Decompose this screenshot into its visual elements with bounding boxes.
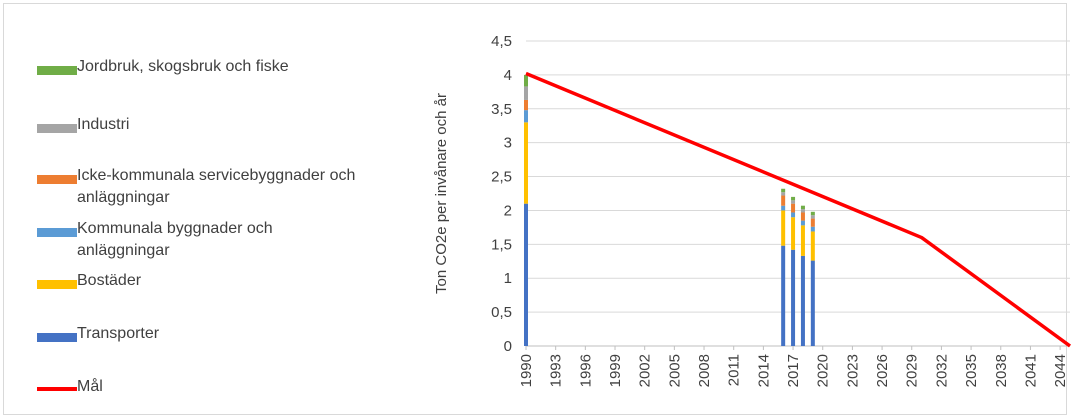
bar-segment [800, 220, 805, 226]
target-line-group [525, 71, 1072, 348]
x-tick-label: 2005 [666, 354, 683, 387]
bar-segment [524, 99, 528, 111]
y-tick-label: 1,5 [491, 236, 512, 253]
x-tick-label: 2038 [993, 354, 1010, 387]
x-tick-label: 2029 [904, 354, 921, 387]
legend-swatch-transporter [37, 333, 77, 342]
x-tick-label: 2014 [755, 354, 772, 387]
bar-segment [810, 231, 815, 261]
x-tick-label: 2002 [637, 354, 654, 387]
bar-segment [791, 200, 796, 204]
legend-swatch-kommunala [37, 228, 77, 237]
bar-segment [810, 215, 815, 219]
bar-segment [524, 74, 528, 87]
x-tick-label: 2017 [785, 354, 802, 387]
bar-segment [800, 212, 805, 221]
bar-segment [810, 260, 815, 346]
bar-segment [810, 211, 815, 216]
legend-label-jordbruk: Jordbruk, skogsbruk och fiske [77, 58, 289, 75]
x-tick-label: 2035 [963, 354, 980, 387]
x-tick-label: 2026 [874, 354, 891, 387]
legend-label-mal: Mål [77, 378, 103, 395]
bar-segment [524, 122, 528, 204]
bar-segment [781, 210, 786, 246]
bar-segment [524, 203, 528, 346]
legend-swatch-mal [37, 387, 77, 391]
x-tick-label: 2041 [1022, 354, 1039, 387]
bar-segment [781, 195, 786, 206]
bar-segment [781, 188, 786, 193]
bars [524, 74, 815, 346]
bar-segment [791, 212, 796, 218]
gridlines [526, 40, 1070, 347]
x-tick-label: 1990 [518, 354, 535, 387]
x-axis-ticks: 1990 1993 1996 1999 2002 2005 2008 2011 2014 2017… [518, 346, 1069, 387]
bar-segment [791, 196, 796, 201]
bar-segment [781, 192, 786, 196]
y-axis-ticks: 0 0,5 1 1,5 2 2,5 3 3,5 4 4,5 [491, 33, 512, 355]
bar-segment [800, 209, 805, 213]
bar-segment [781, 205, 786, 211]
y-tick-label: 2,5 [491, 169, 512, 186]
legend-label-icke-kommunala: Icke-kommunala servicebyggnader och anlä… [77, 167, 356, 206]
bar-segment [791, 249, 796, 346]
x-tick-label: 1999 [607, 354, 624, 387]
legend-label-industri: Industri [77, 116, 130, 133]
y-tick-label: 2 [504, 202, 512, 219]
x-tick-label: 1993 [548, 354, 565, 387]
x-tick-label: 1996 [577, 354, 594, 387]
bar-segment [524, 110, 528, 123]
bar-segment [800, 225, 805, 256]
bar-segment [810, 226, 815, 232]
bar-segment [781, 245, 786, 346]
legend-swatch-industri [37, 124, 77, 133]
y-tick-label: 3,5 [491, 101, 512, 118]
x-tick-label: 2020 [815, 354, 832, 387]
y-tick-label: 4,5 [491, 33, 512, 50]
legend-swatch-icke-kommunala [37, 175, 77, 184]
bar-segment [791, 217, 796, 250]
legend-swatch-bostader [37, 280, 77, 289]
bar-segment [800, 255, 805, 346]
y-tick-label: 3 [504, 135, 512, 152]
x-tick-label: 2011 [726, 354, 743, 386]
x-tick-label: 2008 [696, 354, 713, 387]
legend-label-transporter: Transporter [77, 325, 160, 342]
x-tick-label: 2032 [933, 354, 950, 387]
bar-segment [800, 205, 805, 210]
y-axis-title: Ton CO2e per invånare och år [433, 93, 450, 294]
bar-segment [791, 203, 796, 213]
target-line [525, 71, 1072, 348]
y-tick-label: 0 [504, 338, 512, 355]
bar-segment [524, 86, 528, 100]
bar-segment [810, 218, 815, 227]
legend-label-kommunala: Kommunala byggnader och anläggningar [77, 220, 273, 259]
legend-label-bostader: Bostäder [77, 272, 142, 289]
x-tick-label: 2023 [844, 354, 861, 387]
x-tick-label: 2044 [1052, 354, 1069, 387]
y-tick-label: 1 [504, 270, 512, 287]
legend-swatch-jordbruk [37, 66, 77, 75]
y-tick-label: 4 [504, 67, 512, 84]
y-tick-label: 0,5 [491, 304, 512, 321]
